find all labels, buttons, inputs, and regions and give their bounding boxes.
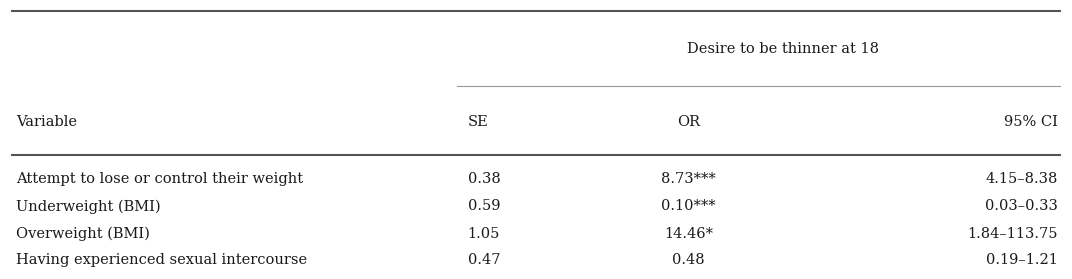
Text: 0.10***: 0.10*** [661, 199, 716, 213]
Text: Overweight (BMI): Overweight (BMI) [16, 227, 150, 241]
Text: 0.03–0.33: 0.03–0.33 [985, 199, 1058, 213]
Text: Attempt to lose or control their weight: Attempt to lose or control their weight [16, 172, 303, 186]
Text: Underweight (BMI): Underweight (BMI) [16, 199, 161, 214]
Text: Variable: Variable [16, 115, 77, 129]
Text: 14.46*: 14.46* [664, 227, 713, 241]
Text: 0.19–1.21: 0.19–1.21 [986, 253, 1058, 267]
Text: 8.73***: 8.73*** [661, 172, 716, 186]
Text: 1.84–113.75: 1.84–113.75 [968, 227, 1058, 241]
Text: 4.15–8.38: 4.15–8.38 [986, 172, 1058, 186]
Text: SE: SE [467, 115, 489, 129]
Text: 0.59: 0.59 [467, 199, 501, 213]
Text: Having experienced sexual intercourse: Having experienced sexual intercourse [16, 253, 307, 267]
Text: 0.47: 0.47 [467, 253, 501, 267]
Text: 0.48: 0.48 [672, 253, 704, 267]
Text: 0.38: 0.38 [467, 172, 501, 186]
Text: 95% CI: 95% CI [1004, 115, 1058, 129]
Text: 1.05: 1.05 [467, 227, 501, 241]
Text: Desire to be thinner at 18: Desire to be thinner at 18 [687, 42, 879, 56]
Text: OR: OR [676, 115, 700, 129]
